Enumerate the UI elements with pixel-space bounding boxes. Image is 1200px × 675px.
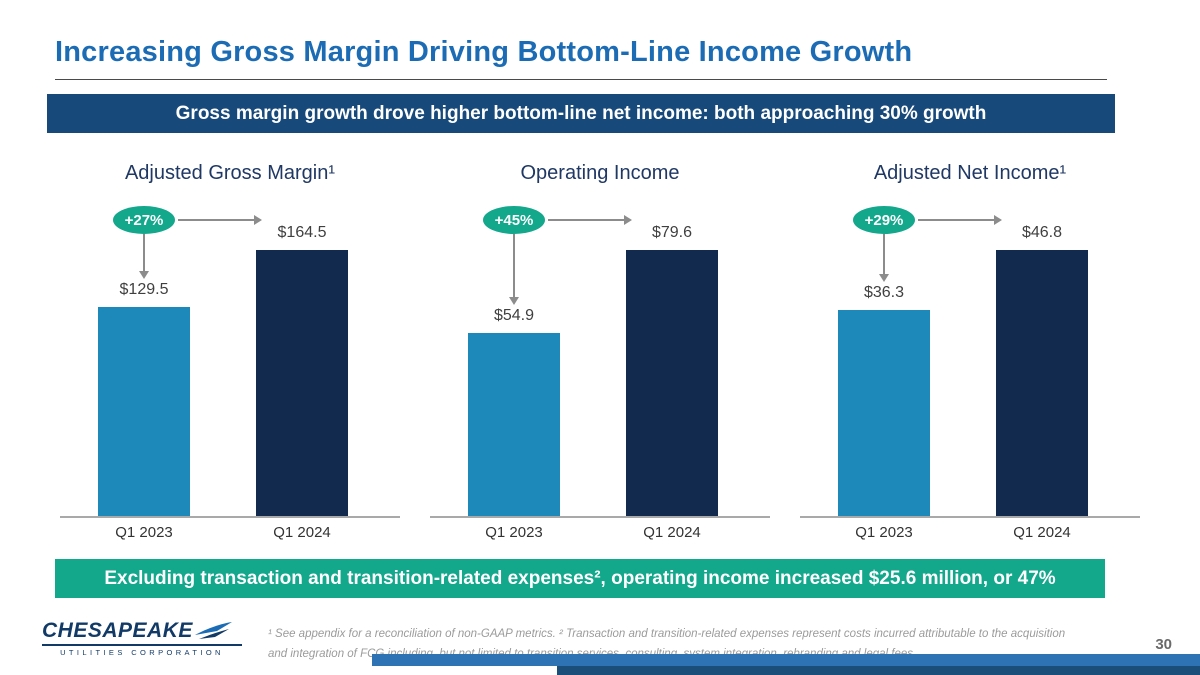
growth-arrow-right-icon bbox=[548, 215, 632, 225]
growth-arrow-right-icon bbox=[178, 215, 262, 225]
chart-plot-area: $129.5 $164.5 +27% Q1 2023 Q1 2024 bbox=[60, 206, 400, 541]
bar-q1-2023 bbox=[468, 332, 560, 516]
category-label-q1-2024: Q1 2024 bbox=[1013, 524, 1071, 541]
value-label-q1-2024: $79.6 bbox=[651, 224, 693, 241]
chart-adjusted-net-income: Adjusted Net Income¹ $36.3 $46.8 +29% Q1… bbox=[800, 162, 1140, 541]
value-label-q1-2023: $54.9 bbox=[493, 306, 535, 324]
value-label-q1-2024: $164.5 bbox=[277, 224, 327, 241]
footnote-line-1: ¹ See appendix for a reconciliation of n… bbox=[268, 628, 1066, 640]
bar-q1-2023 bbox=[98, 306, 190, 516]
category-label-q1-2023: Q1 2023 bbox=[855, 524, 913, 541]
bar-q1-2024 bbox=[626, 250, 718, 516]
chart-title: Adjusted Gross Margin¹ bbox=[124, 162, 336, 184]
growth-badge: +45% bbox=[483, 206, 545, 234]
bar-q1-2024 bbox=[996, 250, 1088, 516]
growth-badge: +29% bbox=[853, 206, 915, 234]
growth-arrow-down-icon bbox=[509, 234, 519, 304]
category-label-q1-2024: Q1 2024 bbox=[273, 524, 331, 541]
chart-title: Operating Income bbox=[520, 162, 680, 184]
chart-title: Adjusted Net Income¹ bbox=[873, 162, 1067, 184]
growth-badge: +27% bbox=[113, 206, 175, 234]
chart-plot-area: $54.9 $79.6 +45% Q1 2023 Q1 2024 bbox=[430, 206, 770, 541]
charts-row: Adjusted Gross Margin¹ $129.5 $164.5 +27… bbox=[0, 162, 1200, 541]
key-message-banner: Gross margin growth drove higher bottom-… bbox=[47, 94, 1115, 133]
growth-arrow-right-icon bbox=[918, 215, 1002, 225]
chart-adjusted-gross-margin: Adjusted Gross Margin¹ $129.5 $164.5 +27… bbox=[60, 162, 400, 541]
bottom-accent-strip-navy bbox=[557, 666, 1200, 675]
page-number: 30 bbox=[1155, 636, 1172, 653]
chesapeake-logo: CHESAPEAKE UTILITIES CORPORATION bbox=[42, 619, 242, 657]
growth-arrow-down-icon bbox=[879, 234, 889, 282]
category-label-q1-2023: Q1 2023 bbox=[485, 524, 543, 541]
chart-plot-area: $36.3 $46.8 +29% Q1 2023 Q1 2024 bbox=[800, 206, 1140, 541]
bottom-accent-strip-blue bbox=[372, 654, 1200, 666]
category-label-q1-2023: Q1 2023 bbox=[115, 524, 173, 541]
value-label-q1-2023: $129.5 bbox=[119, 280, 169, 298]
bar-q1-2023 bbox=[838, 309, 930, 516]
category-label-q1-2024: Q1 2024 bbox=[643, 524, 701, 541]
logo-wordmark: CHESAPEAKE bbox=[42, 619, 193, 642]
value-label-q1-2023: $36.3 bbox=[863, 283, 905, 301]
page-title: Increasing Gross Margin Driving Bottom-L… bbox=[55, 36, 1107, 80]
chart-operating-income: Operating Income $54.9 $79.6 +45% Q1 202… bbox=[430, 162, 770, 541]
logo-swoosh-icon bbox=[194, 622, 232, 639]
highlight-banner: Excluding transaction and transition-rel… bbox=[55, 559, 1105, 598]
logo-subtitle: UTILITIES CORPORATION bbox=[60, 648, 224, 657]
logo-wordmark-row: CHESAPEAKE bbox=[42, 619, 242, 646]
growth-arrow-down-icon bbox=[139, 234, 149, 279]
bar-q1-2024 bbox=[256, 250, 348, 516]
value-label-q1-2024: $46.8 bbox=[1021, 224, 1063, 241]
